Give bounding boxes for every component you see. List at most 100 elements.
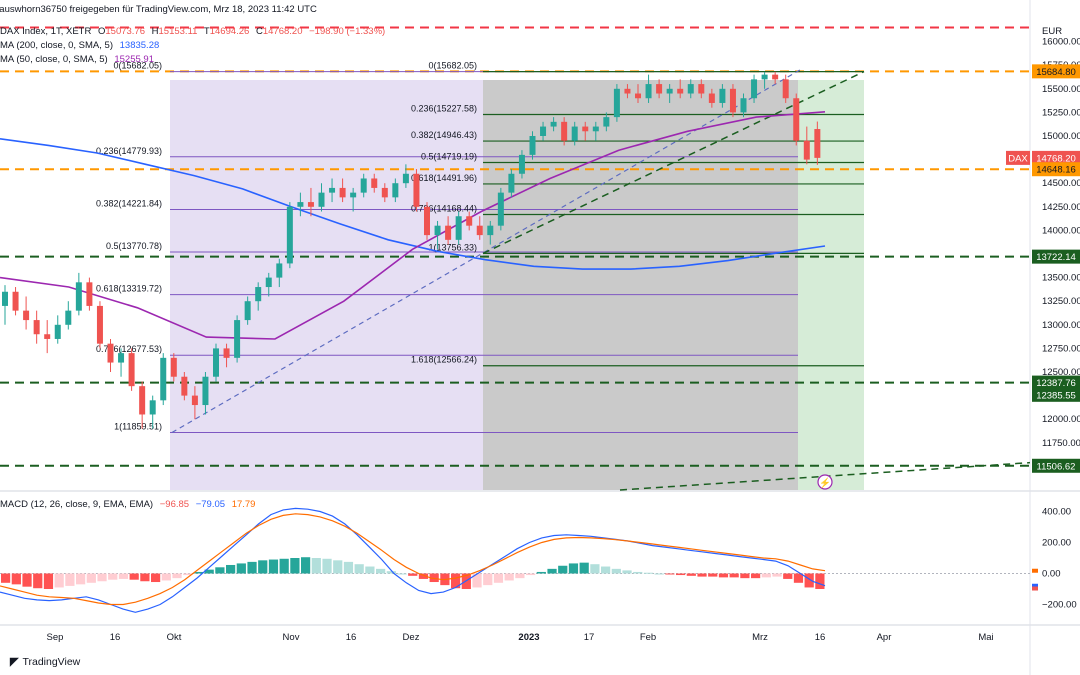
candle [276,258,283,288]
candle [191,386,198,420]
candle [297,192,304,217]
macd-legend[interactable]: MACD (12, 26, close, 9, EMA, EMA) −96.85… [0,499,259,510]
macd-histogram-bar [258,560,268,574]
time-tick-5: Dez [403,632,420,643]
candle-body [33,320,40,335]
candle [149,395,156,429]
price-tick-6: 14500.00 [1042,178,1080,189]
candle-body [75,282,82,311]
candle-body [603,117,610,127]
candle-body [191,395,198,406]
candle-body [170,357,177,377]
candle-body [402,173,409,184]
candle [466,211,473,231]
candle-body [371,178,378,188]
fib2-label-7: 1.618(12566.24) [411,355,477,365]
candle [666,84,673,103]
macd-value-marker-0 [1032,568,1038,573]
candle-body [782,79,789,99]
price-tick-17: 11750.00 [1042,438,1080,449]
macd-histogram-bar [215,567,225,574]
candle-body [350,192,357,198]
macd-histogram-bar [1,573,11,583]
candle [307,187,314,217]
time-tick-11: Apr [877,632,892,643]
candle [2,285,8,325]
macd-histogram-bar [386,571,396,574]
macd-histogram-bar [643,572,654,574]
candle [624,84,631,99]
candle-body [698,84,705,94]
macd-histogram-bar [247,561,257,574]
ma50-legend[interactable]: MA (50, close, 0, SMA, 5) 15255.91 [0,54,158,65]
candle [550,117,557,132]
candle [33,310,40,344]
ma200-legend[interactable]: MA (200, close, 0, SMA, 5) 13835.28 [0,40,163,51]
price-tick-13: 12750.00 [1042,343,1080,354]
candle-body [223,348,230,358]
candle [497,187,504,231]
price-tag-bg [1032,150,1080,165]
candle-body [128,353,135,387]
macd-histogram-bar [33,573,43,589]
price-tick-10: 13500.00 [1042,273,1080,284]
candle [740,93,747,118]
macd-histogram-bar [590,564,600,574]
macd-line [0,507,826,613]
candle-body [624,88,631,94]
fib2-label-0: 0(15682.05) [428,61,477,71]
price-tick-0: 16000.00 [1042,37,1080,48]
candle-body [265,277,272,288]
macd-histogram-bar [815,573,825,589]
price-tag-bg [1032,387,1080,402]
candle [244,296,251,325]
event-marker-glyph: ⚡ [819,477,831,489]
brand-text: TradingView [22,655,81,668]
candle [65,301,72,330]
candle-body [424,206,430,236]
candle [751,74,758,103]
macd-histogram-bar [322,558,332,574]
candle [265,272,272,297]
candle-body [571,126,578,141]
macd-histogram-bar [183,573,193,576]
fib2-label-4: 0.618(14491.96) [411,173,477,183]
candle-body [160,357,167,401]
candle-body [550,121,557,127]
price-tick-14: 12500.00 [1042,367,1080,378]
price-tag-0: 15684.80 [1032,64,1080,79]
candle [571,121,578,146]
macd-histogram-bar [397,573,407,575]
ma50-value: 15255.91 [114,54,154,65]
macd-histogram-bar [86,573,96,583]
fib-zone-1 [170,80,483,490]
candle-body [793,98,800,141]
time-tick-2: Okt [167,632,182,643]
candle-body [476,225,483,236]
price-tag-3: 13722.14 [1032,249,1080,264]
candle [708,88,715,108]
fib2-label-6: 1(13756.33) [428,242,477,252]
candle [719,84,726,108]
macd-histogram-bar [472,573,482,588]
candle [44,320,51,354]
macd-histogram-bar [236,563,246,574]
symbol-legend[interactable]: DAX Index, 1T, XETR O15073.76 H15153.11 … [0,26,389,37]
candle-body [202,376,209,406]
macd-tick-0: 400.00 [1042,507,1071,518]
candle-body [561,121,568,141]
price-tag-1: DAX 14768.20 [1006,150,1080,165]
macd-histogram-bar [568,563,579,574]
macd-histogram-bar [579,562,589,574]
ma200-line [0,138,826,270]
candle-body [466,216,473,226]
ma50-label: MA (50, close, 0, SMA, 5) [0,54,108,65]
tradingview-logo[interactable]: ◤ TradingView [10,655,81,669]
macd-histogram-bar [526,573,536,576]
candle-body [276,263,283,278]
macd-histogram-bar [129,573,139,580]
candle [329,178,336,203]
candle [139,381,146,429]
candle [793,93,800,146]
